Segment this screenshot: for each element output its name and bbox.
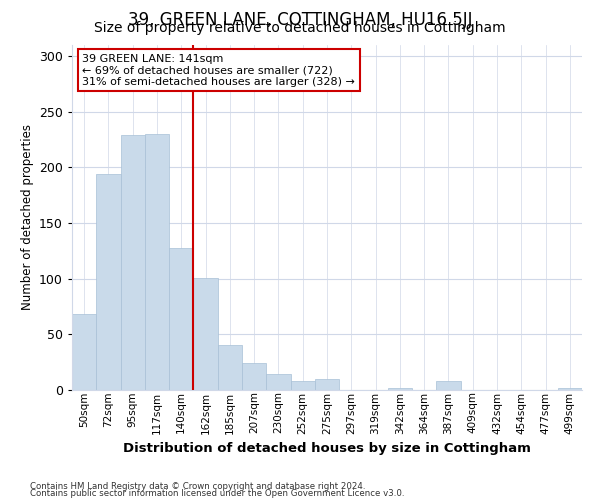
Bar (266, 374, 290, 390)
Bar (72, 314, 96, 390)
Text: 39, GREEN LANE, COTTINGHAM, HU16 5JJ: 39, GREEN LANE, COTTINGHAM, HU16 5JJ (128, 11, 472, 29)
Bar (436, 381, 461, 390)
Bar (558, 388, 582, 390)
Bar (218, 346, 242, 390)
Y-axis label: Number of detached properties: Number of detached properties (20, 124, 34, 310)
X-axis label: Distribution of detached houses by size in Cottingham: Distribution of detached houses by size … (123, 442, 531, 455)
Text: 39 GREEN LANE: 141sqm
← 69% of detached houses are smaller (722)
31% of semi-det: 39 GREEN LANE: 141sqm ← 69% of detached … (82, 54, 355, 87)
Bar (193, 278, 218, 390)
Text: Size of property relative to detached houses in Cottingham: Size of property relative to detached ho… (94, 21, 506, 35)
Bar (242, 364, 266, 390)
Bar (169, 248, 193, 390)
Bar (145, 134, 169, 390)
Bar (388, 388, 412, 390)
Bar (121, 135, 145, 390)
Text: Contains HM Land Registry data © Crown copyright and database right 2024.: Contains HM Land Registry data © Crown c… (30, 482, 365, 491)
Bar (315, 379, 339, 390)
Bar (290, 381, 315, 390)
Bar (96, 174, 121, 390)
Text: Contains public sector information licensed under the Open Government Licence v3: Contains public sector information licen… (30, 489, 404, 498)
